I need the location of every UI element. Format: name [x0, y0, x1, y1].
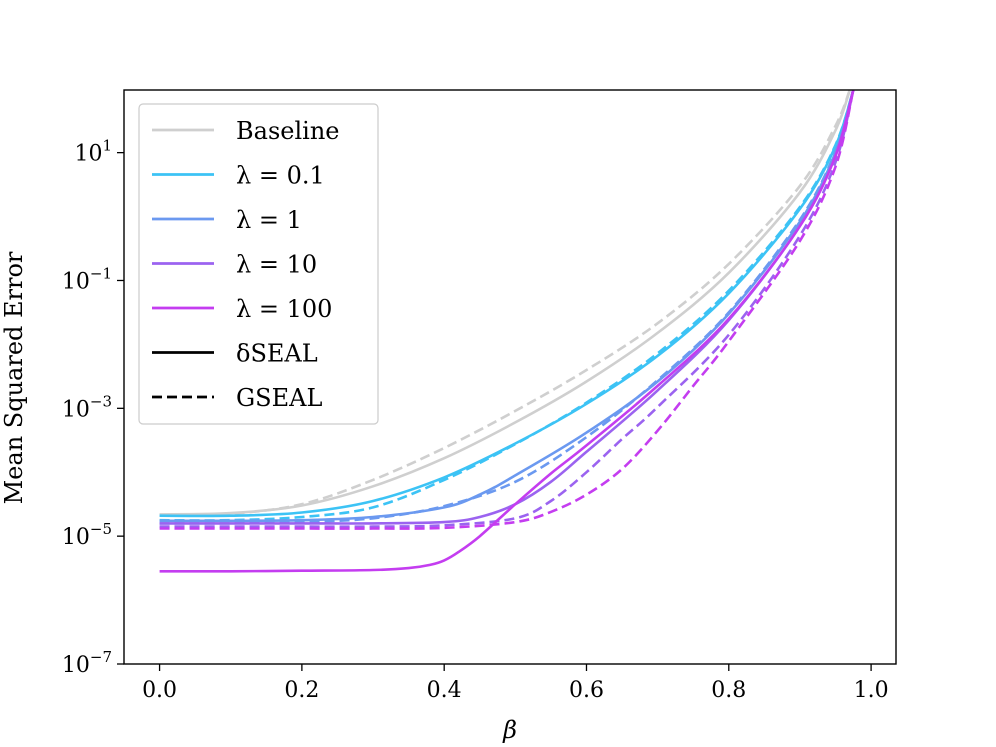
x-tick-label-5: 1.0 — [854, 678, 889, 703]
y-tick-label-4: 10−7 — [62, 648, 112, 678]
legend-label-6: GSEAL — [236, 384, 322, 412]
legend-label-4: λ = 100 — [236, 295, 332, 323]
x-axis: 0.0 0.2 0.4 0.6 0.8 1.0 — [142, 664, 889, 703]
x-tick-label-1: 0.2 — [284, 678, 319, 703]
legend-label-0: Baseline — [236, 117, 339, 145]
legend-label-2: λ = 1 — [236, 206, 302, 234]
y-tick-label-0: 101 — [74, 137, 112, 167]
series-line-8 — [159, 90, 855, 573]
legend-box — [138, 103, 379, 425]
x-axis-label: β — [502, 716, 517, 744]
legend-label-5: δSEAL — [236, 340, 318, 368]
x-tick-label-0: 0.0 — [142, 678, 177, 703]
y-tick-label-1: 10−1 — [62, 264, 112, 294]
y-tick-label-3: 10−5 — [62, 520, 112, 550]
x-tick-label-2: 0.4 — [427, 678, 462, 703]
series-line-9 — [159, 90, 855, 530]
y-axis: 101 10−1 10−3 10−5 10−7 — [62, 137, 124, 678]
series-line-1 — [159, 90, 852, 517]
series-layer — [159, 90, 855, 573]
series-line-7 — [159, 90, 855, 528]
legend: Baseline λ = 0.1 λ = 1 λ = 10 λ = 100 δSEAL GS… — [138, 103, 379, 425]
plot-frame — [123, 89, 897, 665]
series-line-3 — [159, 90, 855, 522]
legend-label-1: λ = 0.1 — [236, 162, 325, 190]
series-line-4 — [159, 90, 855, 523]
y-tick-label-2: 10−3 — [62, 392, 112, 422]
legend-label-3: λ = 10 — [236, 251, 317, 279]
x-tick-label-4: 0.8 — [711, 678, 746, 703]
y-axis-label: Mean Squared Error — [0, 251, 28, 504]
x-tick-label-3: 0.6 — [569, 678, 604, 703]
